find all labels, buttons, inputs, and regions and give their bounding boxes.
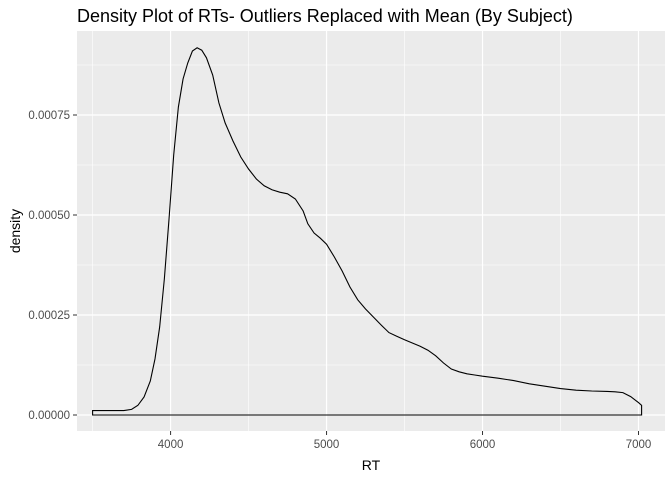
y-tick-label: 0.00050 bbox=[28, 210, 70, 222]
axis-ticks bbox=[73, 114, 639, 435]
y-tick-label: 0.00075 bbox=[28, 110, 70, 122]
x-axis-label: RT bbox=[362, 457, 381, 473]
x-tick-label: 4000 bbox=[158, 439, 184, 451]
x-tick-label: 5000 bbox=[314, 439, 340, 451]
x-tick-label: 6000 bbox=[470, 439, 496, 451]
y-axis-label: density bbox=[7, 209, 23, 253]
density-curve bbox=[92, 47, 643, 416]
x-tick-label: 7000 bbox=[626, 439, 652, 451]
y-tick-label: 0.00025 bbox=[28, 310, 70, 322]
plot-panel bbox=[77, 31, 665, 431]
y-tick-label: 0.00000 bbox=[28, 410, 70, 422]
axis-tick-labels: 4000 5000 6000 7000 0.00000 0.00025 0.00050 0.0… bbox=[28, 110, 651, 451]
chart-title: Density Plot of RTs- Outliers Replaced w… bbox=[77, 6, 573, 26]
minor-gridlines bbox=[77, 31, 665, 431]
